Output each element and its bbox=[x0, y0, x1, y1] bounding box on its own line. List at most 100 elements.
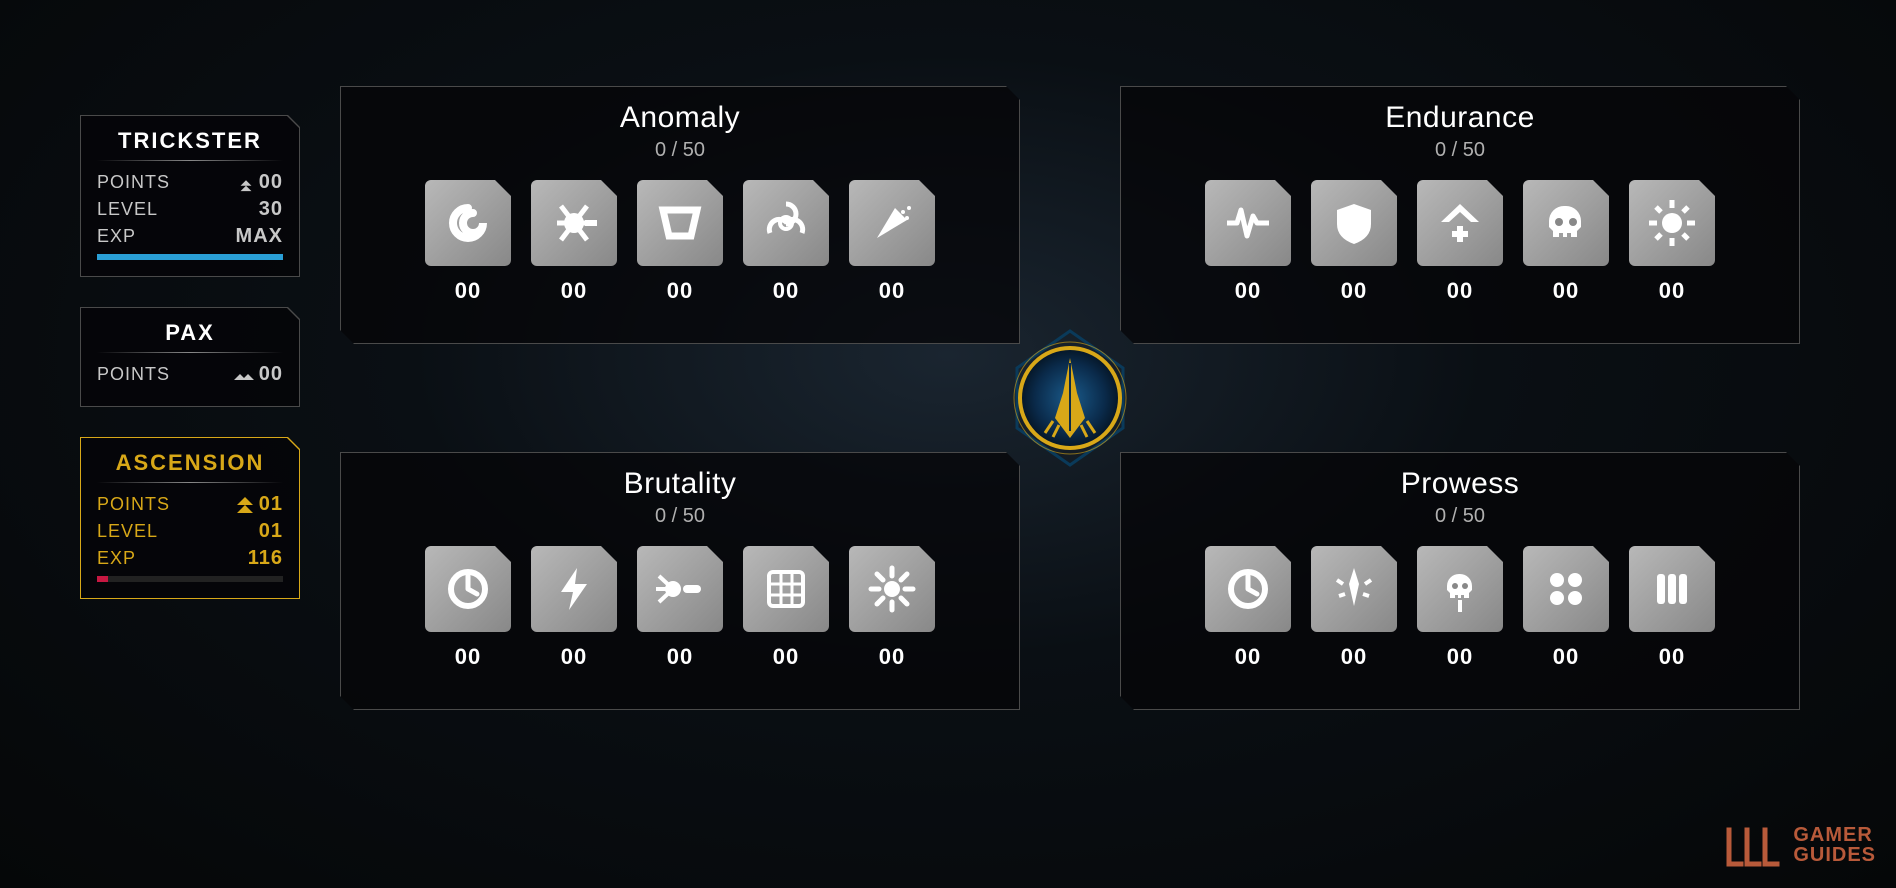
sun-icon bbox=[1645, 196, 1699, 250]
skill-row: 00 00 00 00 00 bbox=[1145, 180, 1775, 304]
chev-double-up-icon bbox=[235, 495, 255, 515]
row-exp: EXP 116 bbox=[97, 547, 283, 570]
panel-title: ASCENSION bbox=[97, 450, 283, 476]
skill-value: 00 bbox=[1235, 644, 1261, 670]
skill-quad-dot: 00 bbox=[1523, 546, 1609, 670]
skill-tile[interactable] bbox=[531, 180, 617, 266]
divider bbox=[97, 352, 283, 353]
skill-tile[interactable] bbox=[1205, 546, 1291, 632]
shard-icon bbox=[865, 196, 919, 250]
skill-value: 00 bbox=[1447, 278, 1473, 304]
skill-value: 00 bbox=[455, 278, 481, 304]
sidebar: TRICKSTER POINTS 00 LEVEL 30 EXP MAX PAX bbox=[80, 115, 300, 599]
panel-pax[interactable]: PAX POINTS 00 bbox=[80, 307, 300, 407]
skill-tile[interactable] bbox=[743, 546, 829, 632]
burst-icon bbox=[865, 562, 919, 616]
skill-sun: 00 bbox=[1629, 180, 1715, 304]
skill-tile[interactable] bbox=[743, 180, 829, 266]
label: POINTS bbox=[97, 364, 170, 385]
exp-bar bbox=[97, 254, 283, 260]
skill-tile[interactable] bbox=[1311, 546, 1397, 632]
clock-icon bbox=[441, 562, 495, 616]
skill-chevron-plus: 00 bbox=[1417, 180, 1503, 304]
watermark: GAMER GUIDES bbox=[1723, 820, 1876, 870]
pulse-icon bbox=[1221, 196, 1275, 250]
dagger-spark-icon bbox=[1327, 562, 1381, 616]
panel-ascension[interactable]: ASCENSION POINTS 01 LEVEL 01 EXP 116 bbox=[80, 437, 300, 599]
skill-tile[interactable] bbox=[849, 180, 935, 266]
skill-value: 00 bbox=[1235, 278, 1261, 304]
spiral-icon bbox=[441, 196, 495, 250]
skill-burst: 00 bbox=[849, 546, 935, 670]
skill-skull-sword: 00 bbox=[1417, 546, 1503, 670]
value: 30 bbox=[259, 198, 283, 221]
label: LEVEL bbox=[97, 521, 158, 542]
exp-bar bbox=[97, 576, 283, 582]
skill-value: 00 bbox=[1341, 644, 1367, 670]
shield-icon bbox=[1327, 196, 1381, 250]
watermark-text: GAMER GUIDES bbox=[1793, 825, 1876, 865]
skill-value: 00 bbox=[455, 644, 481, 670]
skill-pulse: 00 bbox=[1205, 180, 1291, 304]
quad-anomaly: Anomaly 0 / 50 00 00 00 00 00 bbox=[340, 86, 1020, 344]
skill-value: 00 bbox=[1553, 278, 1579, 304]
skill-clock: 00 bbox=[1205, 546, 1291, 670]
skill-value: 00 bbox=[667, 644, 693, 670]
skill-tile[interactable] bbox=[1205, 180, 1291, 266]
divider bbox=[97, 160, 283, 161]
skill-tile[interactable] bbox=[1523, 546, 1609, 632]
quad-title: Endurance bbox=[1145, 101, 1775, 135]
chev-up-icon bbox=[237, 173, 255, 193]
blast-bullet-icon bbox=[653, 562, 707, 616]
skill-tile[interactable] bbox=[1417, 180, 1503, 266]
skill-row: 00 00 00 00 00 bbox=[365, 180, 995, 304]
divider bbox=[97, 482, 283, 483]
skill-skull: 00 bbox=[1523, 180, 1609, 304]
clock-icon bbox=[1221, 562, 1275, 616]
skill-tile[interactable] bbox=[1629, 180, 1715, 266]
label: EXP bbox=[97, 226, 136, 247]
ammo-icon bbox=[1645, 562, 1699, 616]
value: 00 bbox=[233, 363, 283, 386]
skill-tile[interactable] bbox=[1629, 546, 1715, 632]
skill-value: 00 bbox=[1553, 644, 1579, 670]
panel-trickster[interactable]: TRICKSTER POINTS 00 LEVEL 30 EXP MAX bbox=[80, 115, 300, 277]
skill-tile[interactable] bbox=[425, 546, 511, 632]
skill-tile[interactable] bbox=[531, 546, 617, 632]
skill-value: 00 bbox=[561, 278, 587, 304]
label: LEVEL bbox=[97, 199, 158, 220]
row-points: POINTS 00 bbox=[97, 171, 283, 194]
watermark-line1: GAMER bbox=[1793, 825, 1876, 845]
biohazard-icon bbox=[759, 196, 813, 250]
quad-title: Brutality bbox=[365, 467, 995, 501]
skill-tile[interactable] bbox=[1311, 180, 1397, 266]
skill-shield: 00 bbox=[1311, 180, 1397, 304]
skill-shard: 00 bbox=[849, 180, 935, 304]
skill-value: 00 bbox=[773, 278, 799, 304]
panel-title: TRICKSTER bbox=[97, 128, 283, 154]
skill-clock: 00 bbox=[425, 546, 511, 670]
skill-tile[interactable] bbox=[637, 546, 723, 632]
skill-value: 00 bbox=[667, 278, 693, 304]
skill-gate: 00 bbox=[637, 180, 723, 304]
quad-title: Prowess bbox=[1145, 467, 1775, 501]
skill-tile[interactable] bbox=[1523, 180, 1609, 266]
row-level: LEVEL 30 bbox=[97, 198, 283, 221]
skill-value: 00 bbox=[879, 278, 905, 304]
skill-tile[interactable] bbox=[1417, 546, 1503, 632]
skill-tile[interactable] bbox=[849, 546, 935, 632]
skill-spiral: 00 bbox=[425, 180, 511, 304]
label: POINTS bbox=[97, 172, 170, 193]
skill-value: 00 bbox=[1659, 644, 1685, 670]
skill-value: 00 bbox=[561, 644, 587, 670]
label: EXP bbox=[97, 548, 136, 569]
skill-tile[interactable] bbox=[637, 180, 723, 266]
label: POINTS bbox=[97, 494, 170, 515]
skill-value: 00 bbox=[1447, 644, 1473, 670]
skill-tile[interactable] bbox=[425, 180, 511, 266]
skill-biohazard: 00 bbox=[743, 180, 829, 304]
row-exp: EXP MAX bbox=[97, 225, 283, 248]
quad-progress: 0 / 50 bbox=[365, 505, 995, 528]
skull-sword-icon bbox=[1433, 562, 1487, 616]
skill-value: 00 bbox=[1659, 278, 1685, 304]
